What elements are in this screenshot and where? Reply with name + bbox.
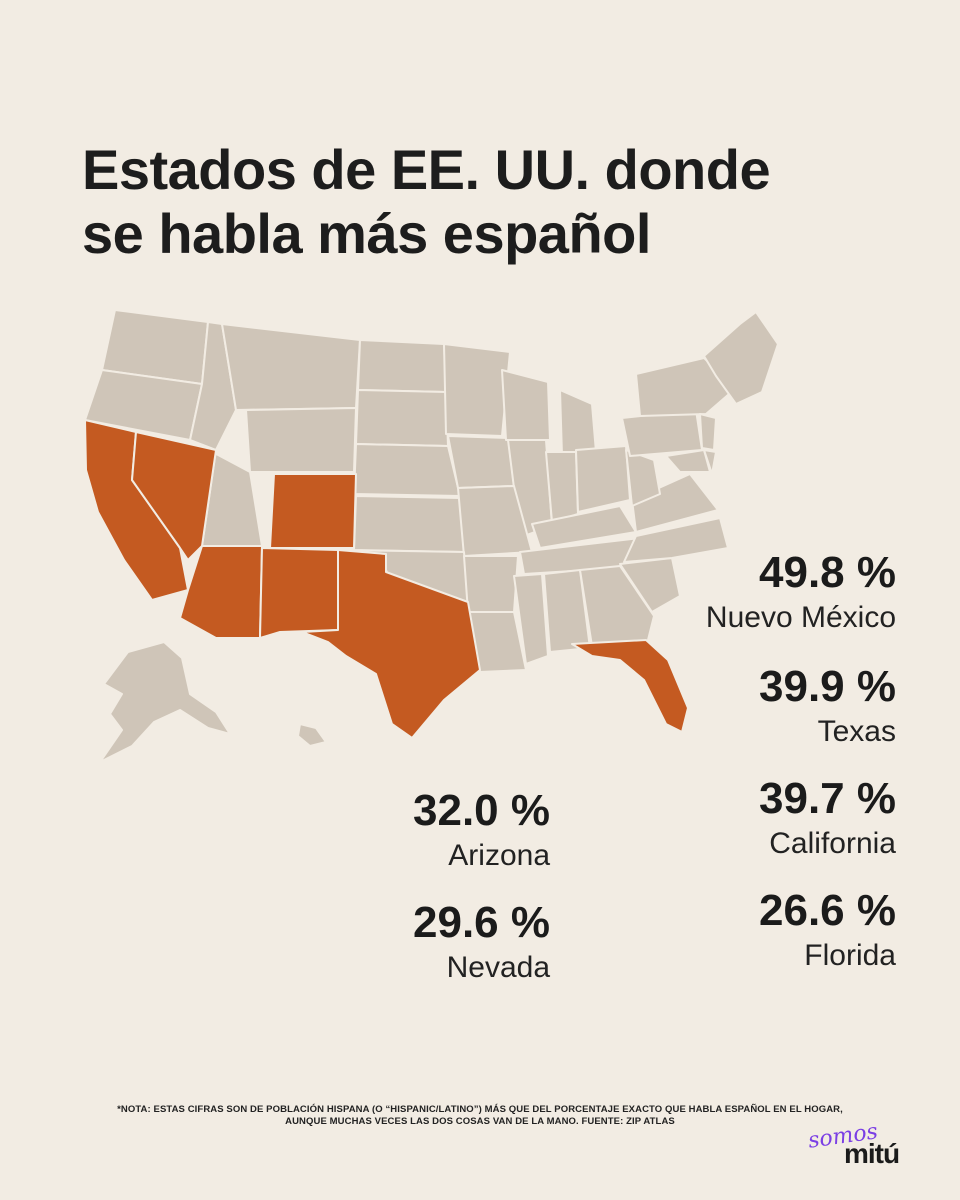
brand-logo: somos mitú [806, 1119, 916, 1170]
stat-state-name: Nuevo México [705, 601, 896, 634]
state-wyoming [245, 407, 357, 473]
state-montana [221, 323, 361, 411]
footnote: *Nota: estas cifras son de población his… [80, 1104, 880, 1128]
stat-florida: 26.6 % Florida [636, 886, 896, 976]
state-wisconsin [501, 369, 551, 441]
stat-state-name: Nevada [446, 951, 550, 984]
state-new-york [635, 357, 737, 417]
state-virginia [631, 473, 719, 533]
state-indiana [545, 451, 579, 523]
stat-nevada: 29.6 % Nevada [290, 898, 550, 988]
stat-california: 39.7 % California [636, 774, 896, 864]
title-line-1: Estados de EE. UU. donde [82, 138, 771, 201]
state-mississippi [513, 573, 549, 665]
state-alaska [99, 641, 231, 763]
state-ohio [575, 445, 631, 513]
state-florida [571, 639, 689, 733]
state-nebraska [353, 443, 461, 497]
state-delaware [703, 449, 717, 475]
stat-state-name: California [769, 827, 896, 860]
footnote-line-2: aunque muchas veces las dos cosas van de… [285, 1116, 675, 1127]
state-hawaii [297, 723, 327, 747]
stat-value: 49.8 % [759, 548, 896, 597]
state-north-dakota [357, 339, 447, 393]
stat-new-mexico: 49.8 % Nuevo México [636, 548, 896, 638]
stat-arizona: 32.0 % Arizona [290, 786, 550, 876]
stat-state-name: Texas [817, 715, 896, 748]
state-nevada [131, 431, 217, 561]
state-texas [301, 549, 481, 739]
state-michigan [559, 389, 597, 457]
state-arkansas [463, 555, 519, 613]
logo-word: mitú [844, 1138, 900, 1169]
stat-value: 32.0 % [413, 786, 550, 835]
state-iowa [447, 435, 515, 489]
footnote-line-1: *Nota: estas cifras son de población his… [117, 1104, 843, 1115]
stat-value: 29.6 % [413, 898, 550, 947]
state-south-dakota [355, 389, 449, 447]
stat-value: 26.6 % [759, 886, 896, 935]
us-map [84, 309, 779, 763]
state-maryland [665, 449, 711, 473]
state-new-england [703, 311, 779, 405]
page-title: Estados de EE. UU. donde se habla más es… [82, 138, 882, 266]
stat-value: 39.9 % [759, 662, 896, 711]
state-new-mexico [259, 547, 339, 639]
stat-state-name: Arizona [448, 839, 550, 872]
state-minnesota [443, 343, 511, 437]
state-colorado [269, 473, 357, 549]
stat-value: 39.7 % [759, 774, 896, 823]
state-new-jersey [699, 413, 717, 451]
stat-texas: 39.9 % Texas [636, 662, 896, 752]
state-georgia [579, 565, 655, 649]
state-north-carolina [623, 517, 729, 563]
state-pennsylvania [621, 409, 703, 457]
state-arizona [179, 545, 263, 639]
stat-state-name: Florida [804, 939, 896, 972]
state-kansas [353, 495, 465, 553]
title-line-2: se habla más español [82, 202, 651, 265]
state-west-virginia [625, 449, 661, 507]
